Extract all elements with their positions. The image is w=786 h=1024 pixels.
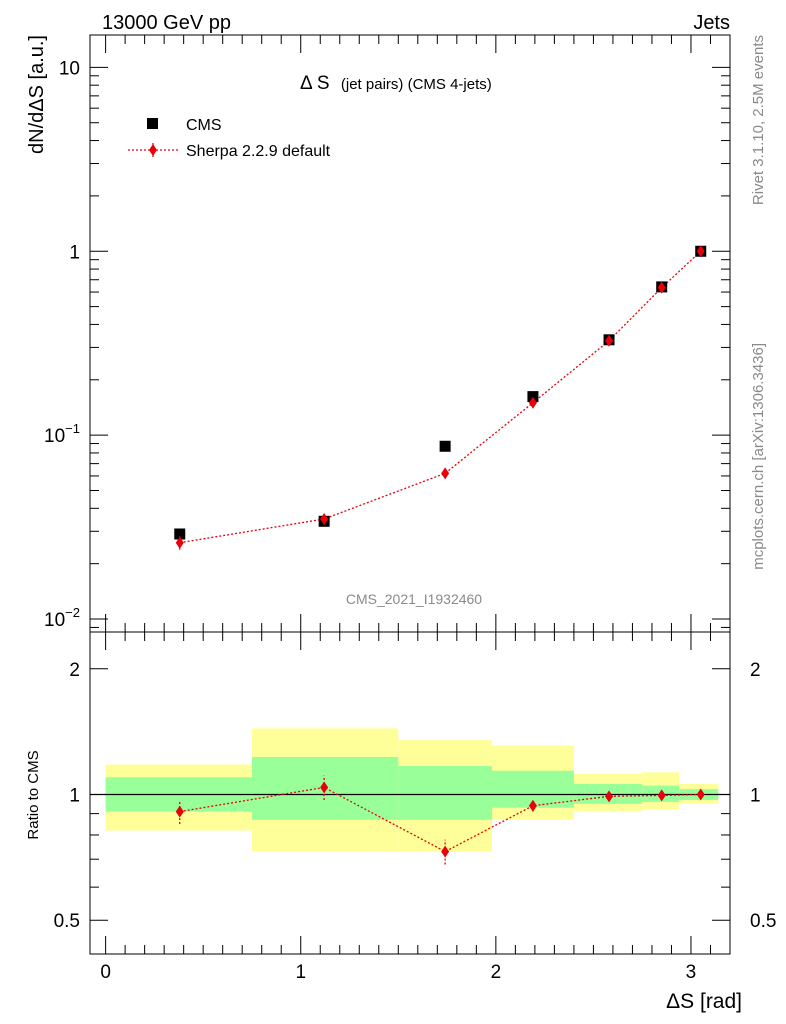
main-y-tick-label: 10−1 bbox=[44, 421, 80, 447]
mc-data-point bbox=[175, 536, 184, 549]
legend-cms-label: CMS bbox=[186, 117, 222, 134]
main-y-tick-label: 10−2 bbox=[44, 605, 80, 631]
ratio-data-point bbox=[696, 788, 705, 801]
mc-series-line bbox=[179, 250, 702, 544]
plot-title-main: Δ S bbox=[300, 73, 330, 94]
ratio-y-tick-label-right: 0.5 bbox=[750, 911, 776, 932]
ratio-y-tick-label-right: 1 bbox=[750, 786, 761, 807]
analysis-watermark: CMS_2021_I1932460 bbox=[346, 591, 482, 607]
legend: CMS Sherpa 2.2.9 default bbox=[128, 117, 331, 160]
ratio-data-point bbox=[657, 789, 666, 802]
ratio-panel-frame bbox=[89, 631, 731, 955]
main-y-axis-ticks: 10−2 10−1 1 10 bbox=[44, 58, 730, 631]
ratio-uncertainty-bands bbox=[105, 728, 719, 852]
ratio-data-point bbox=[605, 790, 614, 803]
ratio-y-tick-label-right: 2 bbox=[750, 660, 761, 681]
ratio-y-axis-title: Ratio to CMS bbox=[25, 750, 42, 839]
ratio-data-point bbox=[528, 799, 537, 812]
x-tick-label: 2 bbox=[491, 962, 502, 983]
header-left-label: 13000 GeV pp bbox=[102, 12, 231, 34]
rivet-version-label: Rivet 3.1.10, 2.5M events bbox=[750, 35, 767, 205]
x-axis-ticks: 0 1 2 3 bbox=[100, 35, 711, 983]
legend-mc-label: Sherpa 2.2.9 default bbox=[186, 143, 331, 160]
mc-data-point bbox=[605, 334, 614, 347]
main-y-tick-label: 1 bbox=[69, 242, 80, 263]
x-tick-label: 0 bbox=[100, 962, 111, 983]
mc-data-point bbox=[320, 512, 329, 525]
mc-data-point bbox=[696, 245, 705, 258]
ratio-y-tick-label: 0.5 bbox=[54, 911, 80, 932]
x-tick-label: 3 bbox=[686, 962, 697, 983]
legend-cms-marker bbox=[147, 118, 158, 129]
ratio-data-point bbox=[441, 845, 450, 858]
main-series-layer bbox=[174, 245, 707, 550]
main-y-tick-label: 10 bbox=[59, 58, 80, 79]
cms-data-point bbox=[439, 440, 451, 452]
mc-data-point bbox=[441, 467, 450, 480]
ratio-y-tick-label: 2 bbox=[69, 660, 80, 681]
header-right-label: Jets bbox=[693, 12, 730, 34]
plot-title: Δ S (jet pairs) (CMS 4-jets) bbox=[300, 73, 492, 94]
ratio-data-point bbox=[320, 781, 329, 794]
main-y-axis-title: dN/dΔS [a.u.] bbox=[26, 35, 48, 154]
ratio-series-layer bbox=[175, 775, 705, 865]
ratio-y-tick-label: 1 bbox=[69, 786, 80, 807]
cms-data-point bbox=[174, 528, 186, 540]
legend-mc-marker bbox=[149, 144, 157, 156]
mc-data-point bbox=[657, 281, 666, 294]
mcplots-label: mcplots.cern.ch [arXiv:1306.3436] bbox=[750, 343, 767, 570]
ratio-band-inner bbox=[398, 766, 492, 820]
plot-title-sub: (jet pairs) (CMS 4-jets) bbox=[341, 76, 492, 93]
cms-data-point bbox=[527, 391, 539, 403]
x-axis-title: ΔS [rad] bbox=[666, 990, 742, 1013]
mc-data-point bbox=[528, 396, 537, 409]
ratio-data-point bbox=[175, 805, 184, 818]
x-tick-label: 1 bbox=[295, 962, 306, 983]
ratio-y-axis-ticks: 0.5 0.5 1 1 2 2 bbox=[54, 660, 777, 932]
